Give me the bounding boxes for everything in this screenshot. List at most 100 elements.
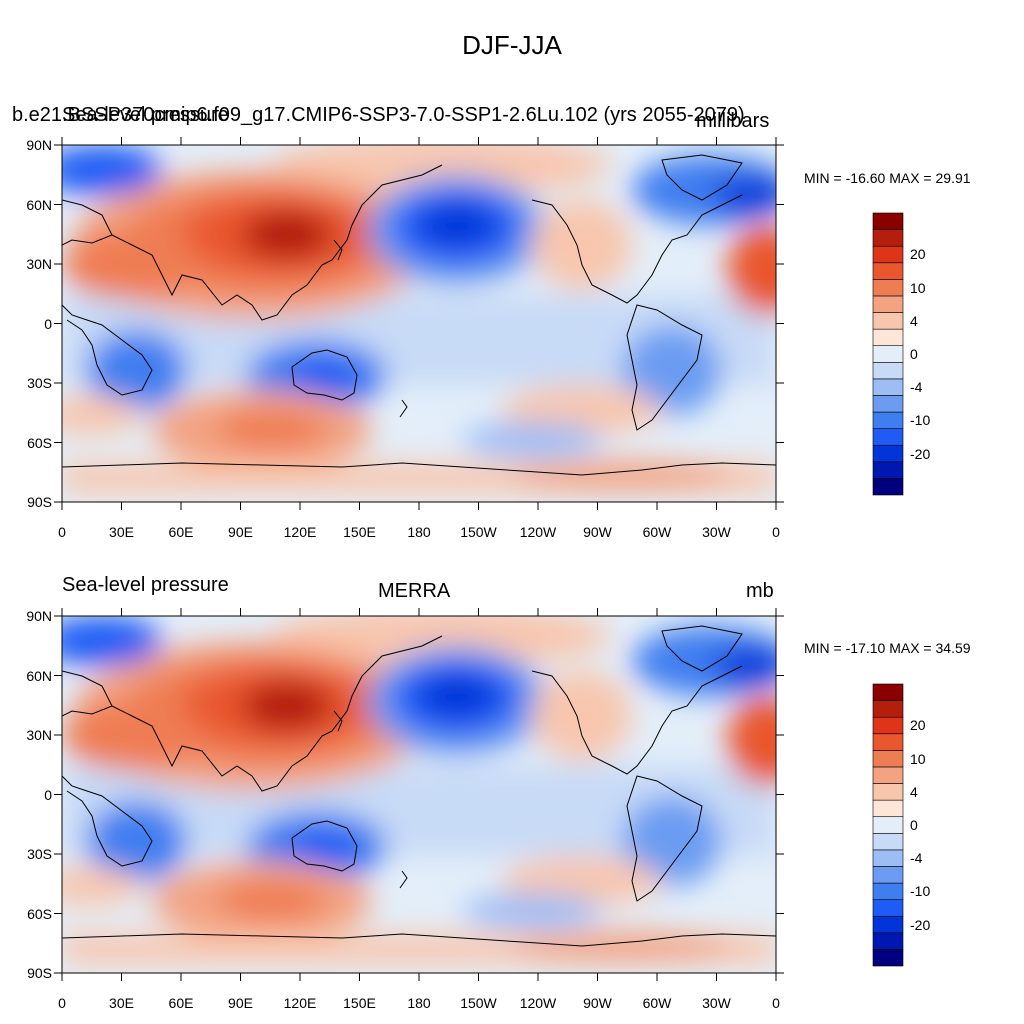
longitude-tick-label: 0 <box>58 524 66 540</box>
colorbar-swatch <box>872 899 904 917</box>
colorbar-swatch <box>872 915 904 934</box>
longitude-tick-label: 60W <box>642 995 672 1011</box>
longitude-tick-label: 0 <box>772 524 780 540</box>
colorbar-swatch <box>872 229 904 247</box>
colorbar-swatch <box>872 882 904 900</box>
panel2-variable-label: Sea-level pressure <box>62 574 229 596</box>
longitude-tick-label: 150W <box>460 524 497 540</box>
panel1-variable-label: Sea-level pressure <box>62 104 229 126</box>
colorbar-swatch <box>872 832 904 851</box>
colorbar-swatch <box>872 444 904 463</box>
colorbar-swatch <box>872 816 904 834</box>
longitude-tick-label: 150E <box>343 524 376 540</box>
colorbar-label: 20 <box>910 717 926 734</box>
colorbar-label: 4 <box>910 783 918 800</box>
colorbar-label: -20 <box>910 445 931 462</box>
colorbar-swatch <box>872 683 904 701</box>
longitude-tick-label: 30W <box>702 995 731 1011</box>
colorbar-swatch <box>872 783 904 801</box>
longitude-tick-label: 120W <box>519 995 557 1011</box>
longitude-tick-label: 60E <box>168 995 194 1011</box>
latitude-tick-label: 90S <box>27 494 52 510</box>
longitude-tick-label: 0 <box>772 995 780 1011</box>
latitude-tick-label: 60N <box>26 196 52 213</box>
colorbar-swatch <box>872 328 904 347</box>
colorbar-swatch <box>872 395 904 413</box>
colorbar-swatch <box>872 279 904 297</box>
longitude-tick-label: 90E <box>228 995 253 1011</box>
colorbar-label: 4 <box>910 312 918 329</box>
colorbar-label: 0 <box>910 817 918 833</box>
panel2-units-label: mb <box>746 580 774 602</box>
panel2-dataset-label: MERRA <box>378 580 451 602</box>
colorbar-label: 10 <box>910 279 926 296</box>
longitude-tick-label: 90W <box>583 995 612 1011</box>
longitude-tick-label: 60W <box>642 524 672 540</box>
longitude-tick-label: 90E <box>228 524 253 540</box>
colorbar-swatch <box>872 849 904 867</box>
panel1-units-label: millibars <box>696 110 770 132</box>
latitude-tick-label: 30N <box>26 256 52 272</box>
colorbar-swatch <box>872 932 904 950</box>
colorbar-label: 10 <box>910 750 926 767</box>
panel1-min-max: MIN = -16.60 MAX = 29.91 <box>804 170 971 186</box>
panel1-map <box>53 136 785 511</box>
latitude-tick-label: 0 <box>44 315 52 332</box>
colorbar-swatch <box>872 866 904 884</box>
colorbar-swatch <box>872 750 904 768</box>
latitude-tick-label: 60N <box>26 667 52 684</box>
latitude-tick-label: 30N <box>26 727 52 743</box>
longitude-tick-label: 120E <box>283 995 317 1011</box>
longitude-tick-label: 180 <box>407 995 431 1011</box>
colorbar-swatch <box>872 716 904 735</box>
colorbar-swatch <box>872 212 904 230</box>
colorbar-swatch <box>872 700 904 718</box>
colorbar-label: -10 <box>910 412 931 429</box>
latitude-tick-label: 60S <box>27 905 52 922</box>
longitude-tick-label: 0 <box>58 995 66 1011</box>
colorbar-swatch <box>872 295 904 313</box>
colorbar-label: -20 <box>910 916 931 933</box>
panel2-min-max: MIN = -17.10 MAX = 34.59 <box>804 640 971 656</box>
colorbar-label: 20 <box>910 246 926 263</box>
colorbar-swatch <box>872 345 904 363</box>
longitude-tick-label: 90W <box>583 524 612 540</box>
longitude-tick-label: 60E <box>168 524 194 540</box>
longitude-tick-label: 30E <box>109 524 134 540</box>
colorbar-swatch <box>872 733 904 751</box>
colorbar-swatch <box>872 378 904 396</box>
colorbar-swatch <box>872 478 904 496</box>
panel1-colorbar <box>872 212 904 496</box>
latitude-tick-label: 60S <box>27 434 52 451</box>
longitude-tick-label: 150W <box>460 995 497 1011</box>
colorbar-label: -4 <box>910 850 923 867</box>
colorbar-swatch <box>872 361 904 380</box>
latitude-tick-label: 30S <box>27 375 52 391</box>
colorbar-swatch <box>872 799 904 818</box>
longitude-tick-label: 30E <box>109 995 134 1011</box>
longitude-tick-label: 30W <box>702 524 731 540</box>
colorbar-swatch <box>872 766 904 784</box>
longitude-tick-label: 180 <box>407 524 431 540</box>
panel2-colorbar <box>872 683 904 967</box>
colorbar-swatch <box>872 949 904 967</box>
colorbar-swatch <box>872 312 904 330</box>
colorbar-label: -10 <box>910 883 931 900</box>
colorbar-swatch <box>872 245 904 264</box>
colorbar-label: 0 <box>910 346 918 362</box>
longitude-tick-label: 120E <box>283 524 317 540</box>
latitude-tick-label: 0 <box>44 786 52 803</box>
latitude-tick-label: 90S <box>27 965 52 981</box>
longitude-tick-label: 120W <box>519 524 557 540</box>
latitude-tick-label: 90N <box>26 137 52 153</box>
colorbar-swatch <box>872 428 904 446</box>
page-title: DJF-JJA <box>462 30 562 60</box>
panel1-case-label: b.e21.BSSP370cmip6.f09_g17.CMIP6-SSP3-7.… <box>12 104 745 126</box>
colorbar-label: -4 <box>910 379 923 396</box>
colorbar-swatch <box>872 262 904 280</box>
latitude-tick-label: 90N <box>26 608 52 624</box>
panel2-map <box>53 607 785 982</box>
longitude-tick-label: 150E <box>343 995 376 1011</box>
colorbar-swatch <box>872 461 904 479</box>
